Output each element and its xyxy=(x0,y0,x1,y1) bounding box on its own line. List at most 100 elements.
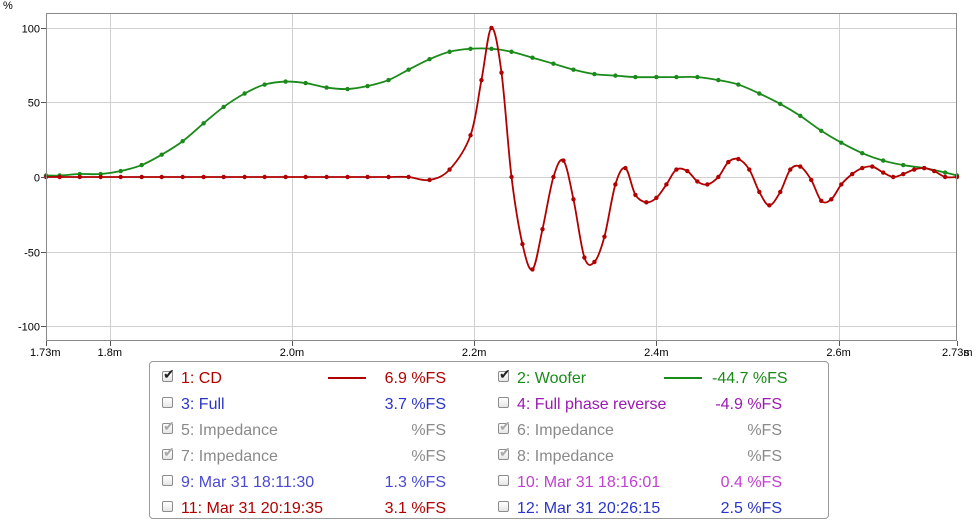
data-point xyxy=(654,195,659,201)
data-point xyxy=(695,74,700,80)
legend-value: -44.7 %FS xyxy=(712,370,788,387)
y-tick-label: -50 xyxy=(24,248,40,260)
legend-checkbox[interactable] xyxy=(162,475,173,486)
y-tick-label: -100 xyxy=(18,322,40,334)
legend-checkbox[interactable] xyxy=(498,475,509,486)
x-tick-label: 2.6m xyxy=(826,347,850,359)
checkmark-icon: ✔ xyxy=(499,418,511,434)
data-point xyxy=(303,80,308,86)
legend-checkbox[interactable] xyxy=(498,397,509,408)
data-point xyxy=(716,174,721,180)
data-point xyxy=(778,189,783,195)
data-point xyxy=(262,174,267,180)
data-point xyxy=(520,241,525,247)
legend-checkbox[interactable]: ✔ xyxy=(162,419,175,434)
legend-value: 3.1 %FS xyxy=(384,500,446,517)
legend-checkbox[interactable]: ✔ xyxy=(498,419,511,434)
legend-label: 2: Woofer xyxy=(517,370,587,387)
legend-row: 3: Full 3.7 %FS 4: Full phase reverse -4.9 … xyxy=(150,394,828,414)
data-point xyxy=(726,159,731,165)
checkmark-icon: ✔ xyxy=(163,418,175,434)
y-tick-label: 0 xyxy=(34,173,40,185)
data-point xyxy=(540,226,545,232)
data-point xyxy=(551,61,556,66)
plot-frame xyxy=(46,13,957,341)
data-point xyxy=(922,165,927,171)
data-point xyxy=(303,174,308,180)
data-point xyxy=(582,255,587,260)
checkmark-icon: ✔ xyxy=(163,444,175,460)
data-point xyxy=(819,128,824,133)
legend-label: 3: Full xyxy=(181,396,225,413)
legend-checkbox[interactable] xyxy=(498,501,509,512)
y-unit-label: % xyxy=(3,0,13,12)
data-point xyxy=(447,167,452,172)
data-point xyxy=(870,164,875,169)
legend-value: -4.9 %FS xyxy=(715,396,782,413)
legend-checkbox[interactable] xyxy=(162,501,173,512)
legend-label: 4: Full phase reverse xyxy=(517,396,667,413)
x-tick-label: 2.4m xyxy=(644,347,668,359)
data-point xyxy=(509,174,514,180)
series-line-2-woofer xyxy=(45,47,958,177)
data-point xyxy=(819,198,824,204)
legend-value: 0.4 %FS xyxy=(720,474,782,491)
legend-label: 10: Mar 31 18:16:01 xyxy=(517,474,661,491)
data-point xyxy=(891,174,896,180)
data-point xyxy=(386,77,391,83)
data-point xyxy=(118,174,123,180)
checkmark-icon: ✔ xyxy=(163,366,175,382)
data-point xyxy=(942,174,948,180)
x-tick-label: 1.8m xyxy=(98,347,122,359)
data-point xyxy=(705,182,710,187)
data-point xyxy=(221,174,226,180)
legend-row: ✔ 7: Impedance %FS ✔ 8: Impedance %FS xyxy=(150,445,828,466)
legend-label: 12: Mar 31 20:26:15 xyxy=(517,500,661,517)
data-point xyxy=(881,170,886,175)
data-point xyxy=(201,121,206,126)
legend-value: 2.5 %FS xyxy=(720,500,782,517)
data-point xyxy=(427,57,432,62)
data-point xyxy=(602,234,607,239)
data-point xyxy=(118,168,123,174)
data-point xyxy=(829,197,834,202)
data-point xyxy=(747,167,752,172)
data-point xyxy=(386,174,391,180)
data-point xyxy=(685,168,690,174)
data-point xyxy=(406,67,411,72)
legend-row: ✔ 5: Impedance %FS ✔ 6: Impedance %FS xyxy=(150,419,828,440)
legend-checkbox[interactable]: ✔ xyxy=(162,445,175,460)
data-point xyxy=(468,133,473,138)
legend-checkbox[interactable]: ✔ xyxy=(498,367,511,382)
data-point xyxy=(489,46,494,51)
data-point xyxy=(561,158,566,163)
data-point xyxy=(242,91,247,96)
series-line-1-cd xyxy=(45,27,958,271)
legend-label: 6: Impedance xyxy=(517,422,614,439)
legend-checkbox[interactable]: ✔ xyxy=(498,445,511,460)
data-point xyxy=(479,77,484,83)
legend-checkbox[interactable]: ✔ xyxy=(162,367,175,382)
data-point xyxy=(221,104,226,110)
legend-checkbox[interactable] xyxy=(162,397,173,408)
data-point xyxy=(159,174,164,180)
checkmark-icon: ✔ xyxy=(499,366,511,382)
data-point xyxy=(633,192,638,198)
data-point xyxy=(551,174,556,180)
data-point xyxy=(757,91,762,96)
legend-label: 1: CD xyxy=(181,370,222,387)
data-point xyxy=(654,74,659,80)
data-point xyxy=(860,150,865,156)
x-tick-label: 1.73m xyxy=(30,347,61,359)
y-tick-label: 100 xyxy=(22,24,40,36)
data-point xyxy=(942,170,948,175)
data-point xyxy=(283,174,288,180)
legend-row: 11: Mar 31 20:19:35 3.1 %FS 12: Mar 31 20:… xyxy=(150,498,828,518)
data-point xyxy=(180,139,185,144)
data-point xyxy=(489,25,494,31)
data-point xyxy=(860,165,865,171)
data-point xyxy=(242,174,247,180)
data-point xyxy=(345,86,350,92)
data-point xyxy=(530,55,535,60)
